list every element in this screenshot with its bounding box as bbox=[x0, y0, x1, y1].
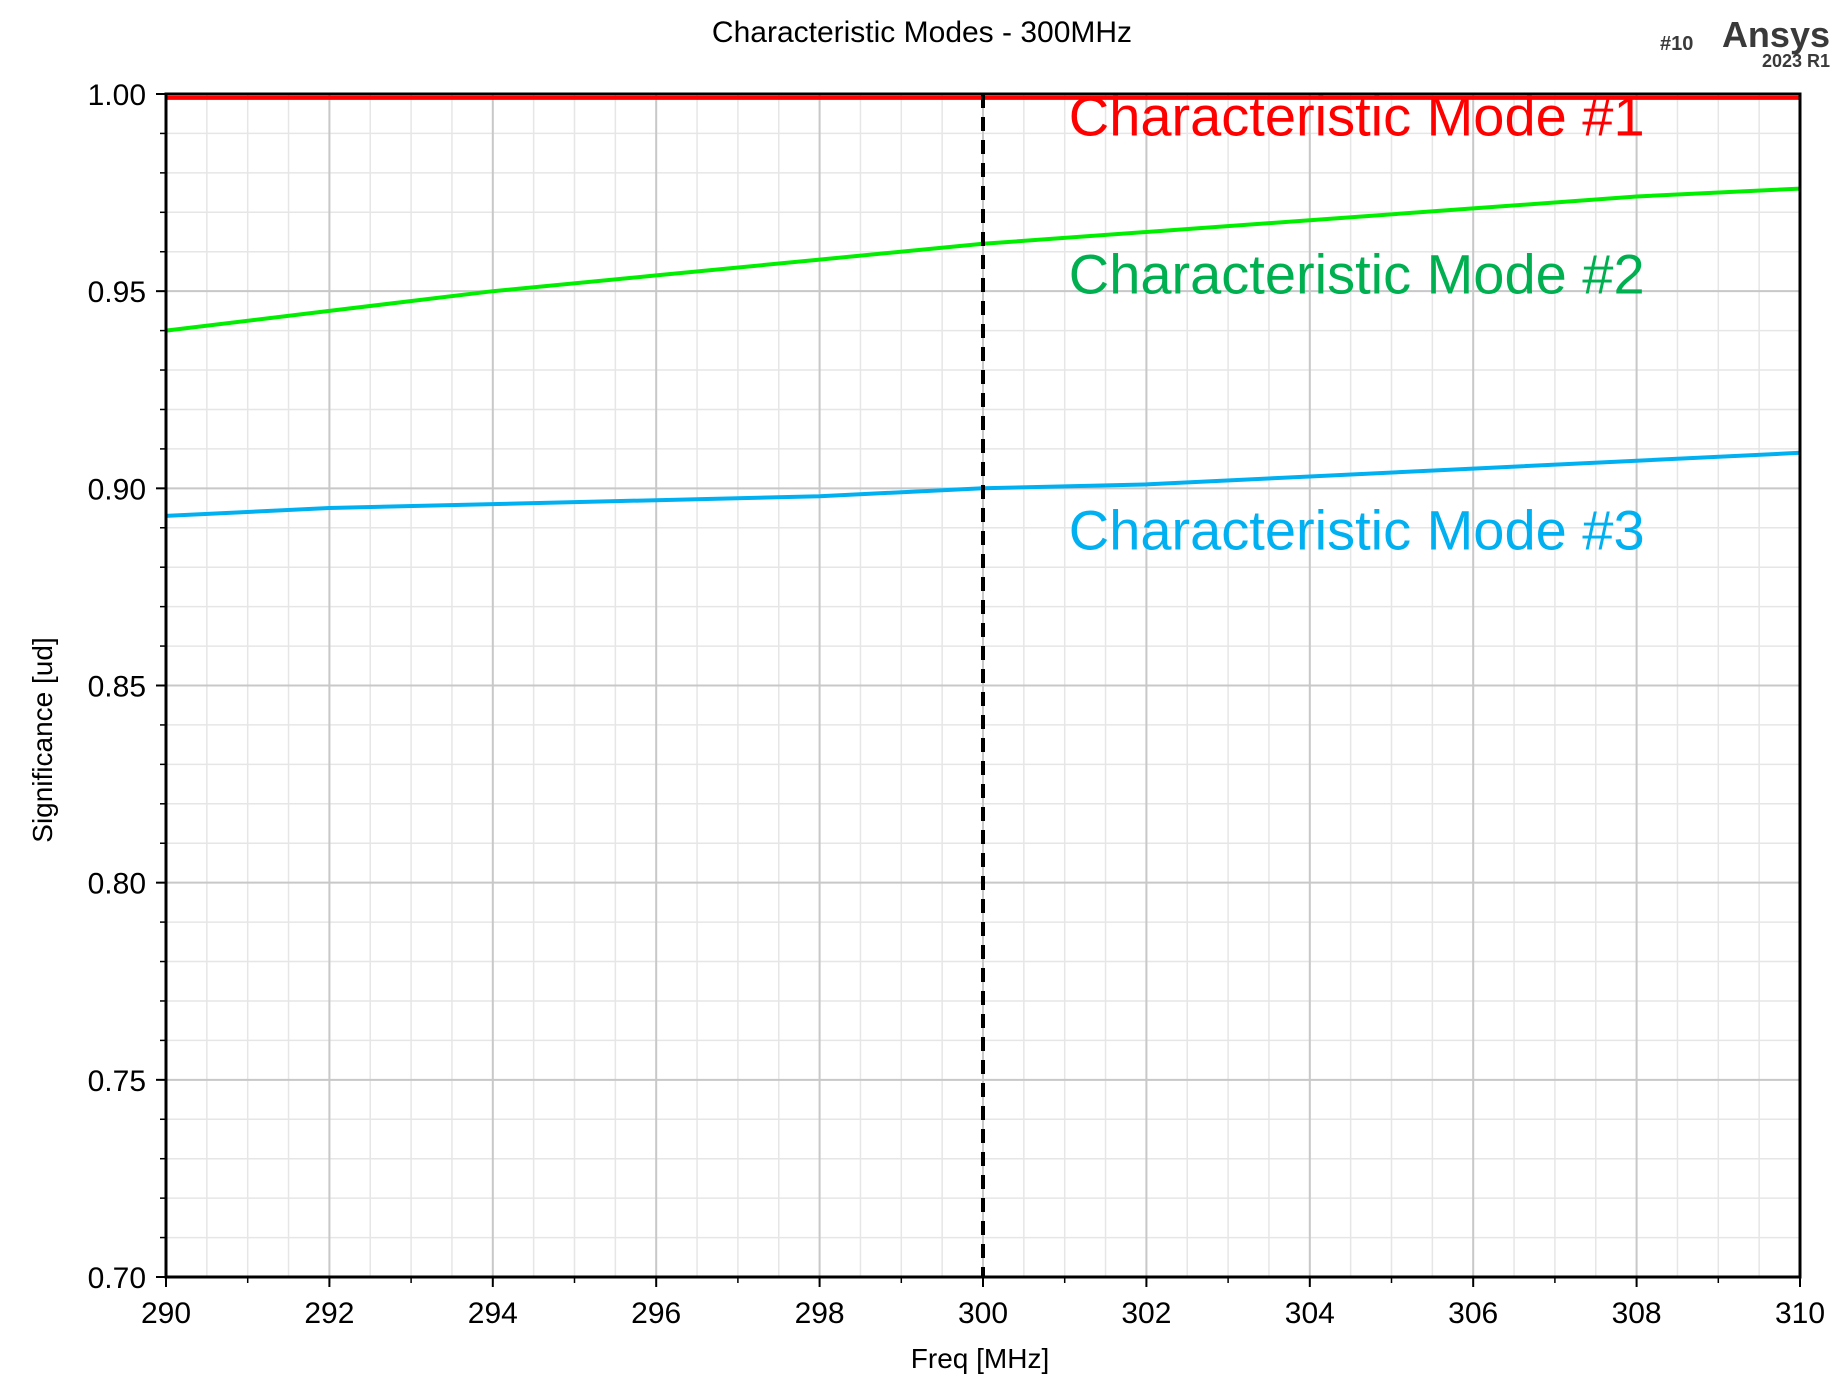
y-tick-label: 1.00 bbox=[88, 79, 146, 112]
x-tick-label: 298 bbox=[795, 1297, 845, 1330]
y-tick-labels: 0.70 0.75 0.80 0.85 0.90 0.95 1.00 bbox=[88, 79, 146, 1295]
x-tick-label: 300 bbox=[958, 1297, 1008, 1330]
y-tick-label: 0.70 bbox=[88, 1262, 146, 1295]
x-tick-label: 292 bbox=[304, 1297, 354, 1330]
y-tick-label: 0.75 bbox=[88, 1065, 146, 1098]
x-tick-labels: 290 292 294 296 298 300 302 304 306 308 310 bbox=[141, 1297, 1825, 1330]
x-tick-label: 290 bbox=[141, 1297, 191, 1330]
x-axis-label: Freq [MHz] bbox=[911, 1343, 1049, 1374]
x-tick-label: 308 bbox=[1612, 1297, 1662, 1330]
tick-marks bbox=[156, 93, 1801, 1287]
y-tick-label: 0.80 bbox=[88, 868, 146, 901]
brand-version: 2023 R1 bbox=[1762, 51, 1830, 71]
x-tick-label: 294 bbox=[468, 1297, 518, 1330]
series-annotation-2: Characteristic Mode #2 bbox=[1069, 243, 1645, 306]
y-axis-label: Significance [ud] bbox=[27, 637, 58, 842]
x-tick-label: 302 bbox=[1121, 1297, 1171, 1330]
x-tick-label: 310 bbox=[1775, 1297, 1825, 1330]
y-tick-label: 0.95 bbox=[88, 276, 146, 309]
series-annotation-3: Characteristic Mode #3 bbox=[1069, 498, 1645, 561]
brand-logo: Ansys bbox=[1722, 14, 1830, 55]
x-tick-label: 304 bbox=[1285, 1297, 1335, 1330]
series-annotation-1: Characteristic Mode #1 bbox=[1069, 84, 1645, 147]
y-tick-label: 0.90 bbox=[88, 473, 146, 506]
series-annotations: Characteristic Mode #1 Characteristic Mod… bbox=[1069, 84, 1645, 561]
x-tick-label: 296 bbox=[631, 1297, 681, 1330]
chart-title: Characteristic Modes - 300MHz bbox=[712, 16, 1132, 49]
x-tick-label: 306 bbox=[1448, 1297, 1498, 1330]
plot-id-label: #10 bbox=[1660, 33, 1693, 55]
y-tick-label: 0.85 bbox=[88, 671, 146, 704]
